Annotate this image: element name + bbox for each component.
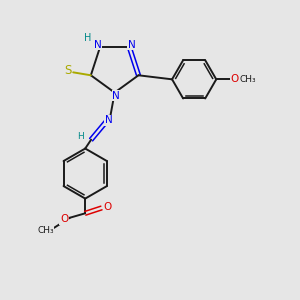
Text: N: N (105, 115, 113, 125)
Text: CH₃: CH₃ (239, 75, 256, 84)
Text: N: N (112, 91, 120, 100)
Text: N: N (128, 40, 136, 50)
Text: N: N (94, 40, 101, 50)
Text: H: H (84, 33, 91, 43)
Text: H: H (77, 132, 84, 141)
Text: S: S (64, 64, 72, 77)
Text: O: O (60, 214, 68, 224)
Text: O: O (231, 74, 239, 84)
Text: O: O (103, 202, 111, 212)
Text: CH₃: CH₃ (37, 226, 54, 235)
